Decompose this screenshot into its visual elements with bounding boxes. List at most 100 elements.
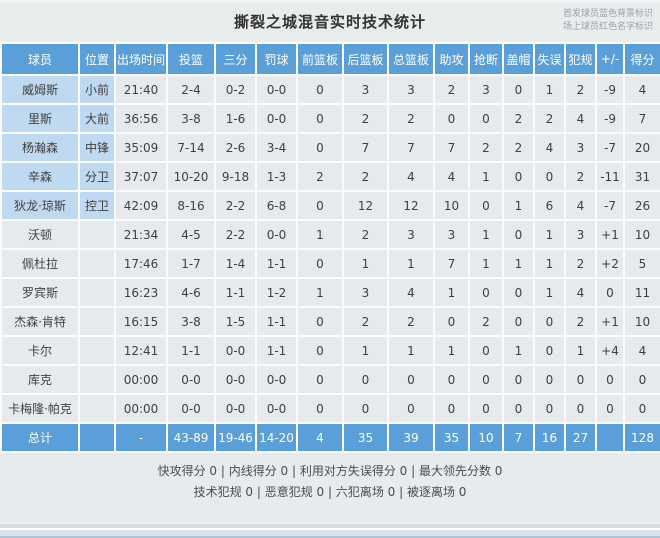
stat-cell: 0 xyxy=(433,393,470,424)
totals-row: 总计 -43-89 19-46 14-20 4 35 39 35 10 7 16 27 128 xyxy=(0,422,660,453)
player-name: 里斯 xyxy=(0,103,80,134)
page-title: 撕裂之城混音实时技术统计 xyxy=(233,13,426,31)
stat-cell: 3 xyxy=(468,74,504,105)
totals-stat-cell: 19-46 xyxy=(214,422,257,453)
totals-stat-cell: 128 xyxy=(623,422,660,453)
stat-cell: 35:09 xyxy=(114,132,168,163)
stat-cell: 3 xyxy=(342,74,389,105)
player-position xyxy=(78,364,116,395)
stat-cell: 0 xyxy=(468,364,504,395)
stat-cell: 1 xyxy=(433,335,470,366)
player-name: 佩杜拉 xyxy=(0,248,80,279)
stat-cell: 0 xyxy=(564,364,597,395)
stat-cell: 0 xyxy=(595,364,625,395)
column-header: 助攻 xyxy=(433,42,470,76)
stat-cell: 0 xyxy=(468,277,504,308)
player-position xyxy=(78,219,116,250)
totals-stat-cell: 16 xyxy=(533,422,566,453)
stat-cell: 10-20 xyxy=(166,161,216,192)
stat-cell: 2 xyxy=(342,103,389,134)
column-header: +/- xyxy=(595,42,625,76)
stat-cell: 1-3 xyxy=(255,161,298,192)
stat-cell: 2 xyxy=(564,74,597,105)
stat-cell: 12 xyxy=(387,190,435,221)
stat-cell: 0 xyxy=(433,364,470,395)
bottom-strip xyxy=(0,528,660,538)
column-header: 罚球 xyxy=(255,42,298,76)
player-position: 小前 xyxy=(78,74,116,105)
player-name: 卡尔 xyxy=(0,335,80,366)
stat-cell: 0 xyxy=(623,364,660,395)
stat-cell: 1 xyxy=(468,219,504,250)
column-header: 球员 xyxy=(0,42,80,76)
stat-cell: 12:41 xyxy=(114,335,168,366)
stat-cell: 2 xyxy=(564,248,597,279)
column-header: 三分 xyxy=(214,42,257,76)
stat-cell: 2 xyxy=(387,306,435,337)
stat-cell: 0 xyxy=(502,219,535,250)
stat-cell: 1-5 xyxy=(214,306,257,337)
player-position xyxy=(78,393,116,424)
stat-cell: 0 xyxy=(468,393,504,424)
stat-cell: 6-8 xyxy=(255,190,298,221)
stat-cell: 17:46 xyxy=(114,248,168,279)
player-row: 杰森·肯特 16:15 3-8 1-5 1-1 0 2 2 0 2 0 0 2 +1 10 xyxy=(0,306,660,337)
stat-cell: 2 xyxy=(296,161,344,192)
stat-cell: 1 xyxy=(533,277,566,308)
stat-cell: 21:34 xyxy=(114,219,168,250)
stat-cell: 1 xyxy=(468,248,504,279)
column-header: 后篮板 xyxy=(342,42,389,76)
stat-cell: 1 xyxy=(502,335,535,366)
stat-cell: 0 xyxy=(468,190,504,221)
stat-cell: 3 xyxy=(564,132,597,163)
starter-legend: 首发球员蓝色背景标识 场上球员红色名字标识 xyxy=(563,8,653,34)
totals-stat-cell: 35 xyxy=(433,422,470,453)
stat-cell: 7 xyxy=(433,132,470,163)
stat-cell: 0-0 xyxy=(214,335,257,366)
stat-cell: 0 xyxy=(296,190,344,221)
player-row: 卡尔 12:41 1-1 0-0 1-1 0 1 1 1 0 1 0 1 +4 4 xyxy=(0,335,660,366)
stat-cell: 0-0 xyxy=(166,393,216,424)
stat-cell: 0 xyxy=(533,364,566,395)
stat-cell: 3-8 xyxy=(166,306,216,337)
stat-cell: 1 xyxy=(433,277,470,308)
stat-cell: 31 xyxy=(623,161,660,192)
player-row: 威姆斯 小前 21:40 2-4 0-2 0-0 0 3 3 2 3 0 1 2 -9 4 xyxy=(0,74,660,105)
player-position: 分卫 xyxy=(78,161,116,192)
stat-cell: 0 xyxy=(502,161,535,192)
stat-cell: 3-8 xyxy=(166,103,216,134)
footer-line-scoring: 快攻得分 0 | 内线得分 0 | 利用对方失误得分 0 | 最大领先分数 0 xyxy=(157,464,503,478)
player-name: 库克 xyxy=(0,364,80,395)
stat-cell: 7 xyxy=(387,132,435,163)
stat-cell: 37:07 xyxy=(114,161,168,192)
stat-cell: 0 xyxy=(502,393,535,424)
stat-cell: 2 xyxy=(564,306,597,337)
stat-cell: 10 xyxy=(623,306,660,337)
stat-cell: -9 xyxy=(595,103,625,134)
player-row: 库克 00:00 0-0 0-0 0-0 0 0 0 0 0 0 0 0 0 0 xyxy=(0,364,660,395)
totals-stat-cell: - xyxy=(114,422,168,453)
column-header: 前篮板 xyxy=(296,42,344,76)
player-position: 大前 xyxy=(78,103,116,134)
column-header: 出场时间 xyxy=(114,42,168,76)
player-name: 卡梅隆·帕克 xyxy=(0,393,80,424)
totals-stat-cell: 27 xyxy=(564,422,597,453)
stat-cell: 1-1 xyxy=(255,306,298,337)
stat-cell: 0 xyxy=(533,393,566,424)
stat-cell: 42:09 xyxy=(114,190,168,221)
stat-cell: 4 xyxy=(433,161,470,192)
player-name: 威姆斯 xyxy=(0,74,80,105)
stat-cell: 0 xyxy=(564,393,597,424)
stat-cell: 0 xyxy=(533,161,566,192)
totals-stat-cell: 39 xyxy=(387,422,435,453)
stat-cell: 11 xyxy=(623,277,660,308)
column-header: 得分 xyxy=(623,42,660,76)
player-name: 杨瀚森 xyxy=(0,132,80,163)
stat-cell: 0 xyxy=(296,74,344,105)
player-position xyxy=(78,335,116,366)
stat-cell: 1-1 xyxy=(255,248,298,279)
player-row: 狄龙·琼斯 控卫 42:09 8-16 2-2 6-8 0 12 12 10 0 1 6 4 -7 26 xyxy=(0,190,660,221)
stat-cell: 0 xyxy=(296,335,344,366)
stat-cell: 0-0 xyxy=(166,364,216,395)
stat-cell: 10 xyxy=(433,190,470,221)
